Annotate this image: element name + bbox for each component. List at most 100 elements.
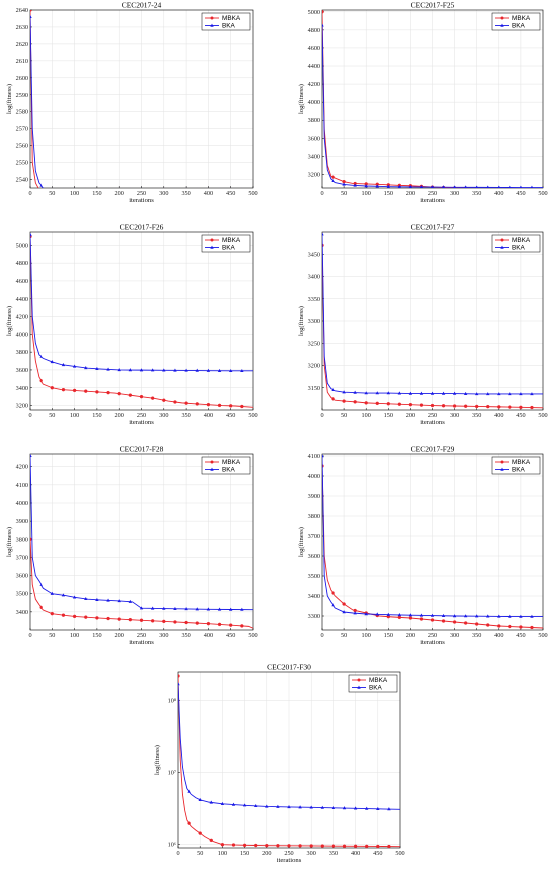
marker-triangle <box>322 232 324 236</box>
marker-triangle <box>452 614 457 618</box>
x-tick-label: 200 <box>406 632 415 639</box>
marker-triangle <box>206 368 211 372</box>
marker-circle <box>39 605 43 610</box>
x-axis-label: iterations <box>420 639 445 646</box>
marker-triangle <box>150 368 155 372</box>
x-tick-label: 150 <box>384 632 393 639</box>
marker-circle <box>206 621 211 626</box>
marker-triangle <box>30 14 32 18</box>
legend-marker-circle <box>210 16 214 20</box>
x-axis-label: iterations <box>277 857 302 864</box>
x-tick-label: 300 <box>159 190 168 197</box>
marker-triangle <box>287 804 291 809</box>
marker-circle <box>331 397 335 401</box>
marker-triangle <box>519 614 523 618</box>
marker-triangle <box>163 187 164 188</box>
x-tick-label: 100 <box>362 632 371 639</box>
marker-triangle <box>441 391 446 395</box>
y-tick-label: 2580 <box>16 109 28 116</box>
marker-circle <box>419 617 424 621</box>
chart-6: 0 50 100 150 200 250 300 350 400 450 500 3300 3400 35… <box>298 445 548 647</box>
y-tick-label: 3200 <box>16 403 28 410</box>
marker-circle <box>184 401 188 405</box>
legend-label: BKA <box>512 245 526 252</box>
y-tick-label: 3400 <box>16 385 28 392</box>
marker-circle <box>309 844 313 848</box>
marker-triangle <box>61 363 66 367</box>
series-mbka <box>322 243 543 410</box>
y-tick-label: 4100 <box>16 482 28 489</box>
marker-circle <box>353 844 358 848</box>
x-tick-label: 300 <box>450 632 459 639</box>
y-tick-label: 4600 <box>308 45 320 52</box>
marker-triangle <box>453 185 457 188</box>
y-tick-label: 2590 <box>16 92 28 99</box>
marker-triangle <box>331 178 335 182</box>
marker-triangle <box>208 187 209 188</box>
marker-circle <box>298 844 302 848</box>
marker-triangle <box>195 607 199 611</box>
marker-triangle <box>497 392 501 396</box>
marker-triangle <box>229 368 233 373</box>
chart-1: 0 50 100 150 200 250 300 350 400 450 500 2540 2550 25… <box>6 1 258 205</box>
marker-triangle <box>530 185 534 188</box>
x-tick-label: 250 <box>428 632 437 639</box>
chart-2: 0 50 100 150 200 250 300 350 400 450 500 3200 3400 36… <box>298 1 548 205</box>
marker-circle <box>376 844 380 848</box>
x-tick-label: 50 <box>341 632 347 639</box>
marker-triangle <box>441 613 446 617</box>
marker-circle <box>253 843 258 848</box>
marker-circle <box>342 844 347 848</box>
marker-circle <box>41 187 42 188</box>
legend-label: BKA <box>222 23 236 30</box>
marker-triangle <box>209 800 213 804</box>
marker-circle <box>408 616 413 620</box>
y-tick-label: 3800 <box>16 536 28 543</box>
legend-marker-circle <box>210 460 214 464</box>
marker-circle <box>150 396 155 400</box>
marker-circle <box>139 618 144 622</box>
marker-circle <box>342 602 346 606</box>
x-tick-label: 300 <box>159 412 168 419</box>
series-bka <box>30 232 253 373</box>
x-tick-label: 500 <box>538 190 547 197</box>
marker-triangle <box>50 360 54 364</box>
y-tick-label: 3350 <box>308 296 320 303</box>
y-axis-label: log(fitness) <box>298 306 305 336</box>
marker-triangle <box>39 354 43 358</box>
marker-circle <box>150 619 155 623</box>
series-bka <box>322 232 543 396</box>
y-tick-label: 3800 <box>16 349 28 356</box>
chart-title: CEC2017-F29 <box>411 445 455 454</box>
y-tick-label: 3300 <box>308 318 320 325</box>
legend-label: MBKA <box>369 677 388 684</box>
marker-circle <box>331 591 335 595</box>
marker-triangle <box>331 603 335 607</box>
marker-triangle <box>206 607 211 611</box>
marker-triangle <box>475 614 479 618</box>
series-bka <box>178 682 400 811</box>
marker-triangle <box>430 391 435 395</box>
marker-triangle <box>331 387 335 391</box>
marker-triangle <box>530 392 534 396</box>
chart-title: CEC2017-F26 <box>120 223 164 232</box>
marker-triangle <box>353 390 357 394</box>
marker-circle <box>322 10 324 14</box>
series-bka <box>30 454 253 611</box>
marker-triangle <box>508 185 512 188</box>
marker-triangle <box>230 187 231 188</box>
y-tick-label: 4600 <box>16 278 28 285</box>
marker-circle <box>39 378 43 383</box>
legend-label: BKA <box>222 245 236 252</box>
legend-marker-triangle <box>500 23 504 27</box>
marker-triangle <box>497 185 501 188</box>
marker-circle <box>61 387 66 392</box>
y-tick-label: 3600 <box>308 135 320 142</box>
marker-triangle <box>96 187 98 188</box>
y-axis-label: log(fitness) <box>154 745 161 775</box>
x-tick-label: 0 <box>320 632 323 639</box>
marker-circle <box>508 405 512 409</box>
y-tick-label: 3900 <box>16 518 28 525</box>
x-tick-label: 0 <box>176 850 179 857</box>
